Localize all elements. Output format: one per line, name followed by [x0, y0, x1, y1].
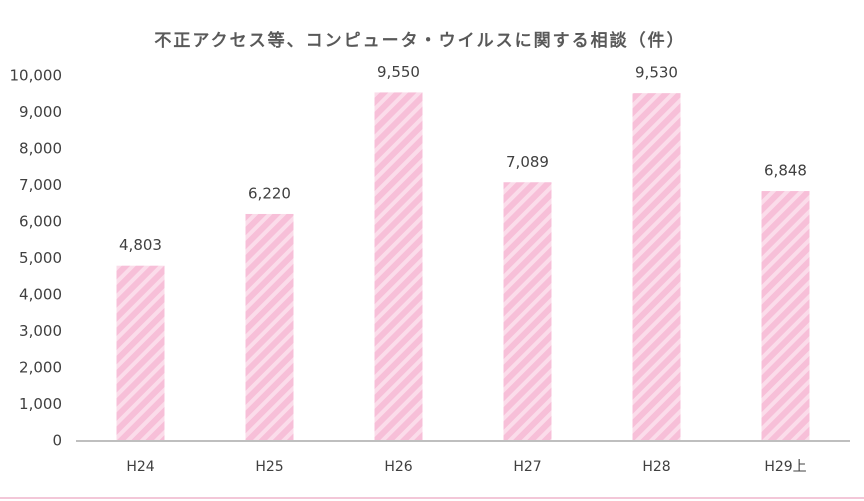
chart-title: 不正アクセス等、コンピュータ・ウイルスに関する相談（件）	[154, 30, 685, 51]
y-tick-label: 4,000	[19, 286, 62, 304]
x-tick-label: H24	[126, 459, 154, 475]
y-tick-label: 6,000	[19, 213, 62, 231]
data-label: 4,803	[119, 236, 162, 254]
bar	[761, 191, 810, 441]
y-tick-label: 5,000	[19, 249, 62, 267]
y-tick-label: 9,000	[19, 103, 62, 121]
bar	[632, 93, 681, 441]
x-tick-label: H26	[384, 459, 412, 475]
y-tick-label: 3,000	[19, 322, 62, 340]
y-tick-label: 8,000	[19, 140, 62, 158]
data-label: 7,089	[506, 153, 549, 171]
y-tick-label: 0	[52, 432, 62, 450]
data-label: 6,220	[248, 184, 291, 202]
bar	[245, 213, 294, 441]
data-label: 9,550	[377, 63, 420, 81]
y-tick-label: 2,000	[19, 359, 62, 377]
bar	[503, 182, 552, 441]
x-tick-label: H25	[255, 459, 283, 475]
y-tick-label: 10,000	[10, 67, 63, 85]
data-label: 9,530	[635, 64, 678, 82]
y-tick-label: 1,000	[19, 395, 62, 413]
bar	[116, 265, 165, 441]
bar	[374, 92, 423, 442]
x-tick-label: H29上	[764, 459, 806, 475]
x-tick-label: H27	[513, 459, 541, 475]
x-tick-label: H28	[642, 459, 670, 475]
data-label: 6,848	[764, 162, 807, 180]
y-tick-label: 7,000	[19, 176, 62, 194]
